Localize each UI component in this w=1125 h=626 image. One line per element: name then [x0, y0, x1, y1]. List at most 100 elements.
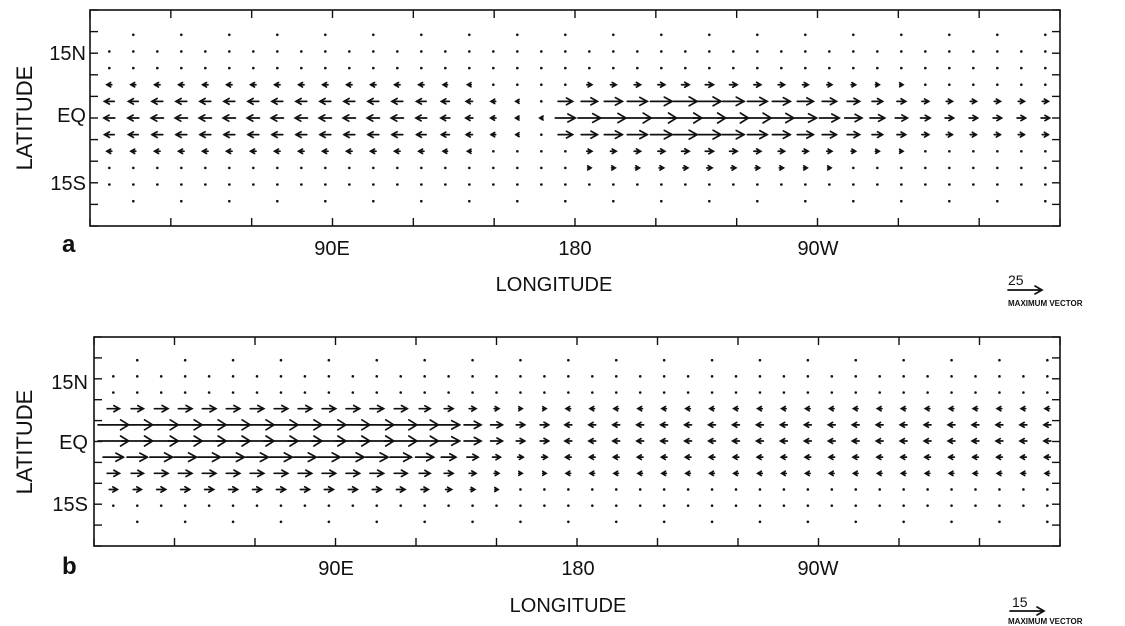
wind-vector: [279, 520, 283, 524]
wind-vector: [204, 66, 207, 70]
wind-vector: [1042, 454, 1052, 461]
wind-vector: [680, 147, 691, 155]
wind-vector: [1046, 520, 1049, 524]
wind-vector: [420, 199, 423, 203]
wind-vector: [708, 199, 711, 203]
wind-vector: [924, 50, 927, 53]
wind-vector: [543, 504, 546, 507]
wind-vector: [488, 114, 497, 122]
wind-vector: [780, 183, 783, 186]
wind-vector: [468, 66, 471, 70]
wind-vector: [869, 113, 887, 123]
wind-vector: [468, 405, 478, 412]
wind-vector: [944, 114, 956, 122]
wind-vector: [372, 66, 375, 70]
wind-vector: [922, 421, 932, 429]
wind-vector: [276, 183, 279, 186]
wind-vector: [375, 504, 379, 507]
wind-vector: [540, 166, 543, 170]
wind-vector: [902, 520, 905, 524]
wind-vector: [410, 419, 440, 431]
wind-vector: [684, 470, 692, 477]
wind-vector: [327, 375, 331, 378]
wind-vector: [519, 375, 522, 378]
wind-vector: [198, 130, 212, 139]
wind-vector: [995, 470, 1003, 477]
wind-vector: [255, 391, 259, 394]
wind-vector: [492, 83, 495, 87]
wind-vector: [803, 454, 812, 461]
wind-vector: [874, 148, 881, 155]
wind-vector: [126, 131, 140, 139]
wind-vector: [372, 166, 375, 170]
wind-vector: [249, 404, 266, 413]
wind-vector: [303, 504, 307, 507]
wind-vector: [324, 183, 327, 186]
wind-vector: [686, 391, 690, 394]
wind-vector: [348, 183, 351, 186]
wind-vector: [746, 129, 770, 140]
wind-vector: [806, 375, 810, 378]
wind-vector: [294, 97, 308, 106]
wind-vector: [567, 391, 570, 394]
wind-vector: [417, 148, 425, 155]
wind-vector: [662, 375, 666, 378]
wind-vector: [112, 391, 115, 394]
wind-vector: [970, 454, 980, 461]
wind-vector: [1022, 504, 1025, 507]
wind-vector: [827, 470, 835, 477]
wind-vector: [580, 130, 600, 140]
wind-vector: [878, 375, 882, 378]
wind-vector: [782, 488, 786, 491]
wind-vector: [348, 166, 351, 170]
wind-vector: [972, 50, 975, 53]
wind-vector: [609, 148, 618, 155]
wind-vector: [612, 470, 620, 477]
wind-vector: [423, 358, 426, 362]
wind-vector: [899, 454, 908, 461]
wind-vector: [924, 83, 927, 87]
panel-b-ytick-15n: 15N: [51, 372, 88, 394]
wind-vector: [902, 358, 905, 362]
wind-vector: [173, 114, 189, 122]
wind-vector: [444, 486, 454, 493]
panel-a-ytick-15s: 15S: [50, 173, 86, 195]
wind-vector: [730, 437, 741, 445]
wind-vector: [468, 183, 471, 186]
wind-vector: [1044, 149, 1047, 153]
wind-vector: [135, 375, 139, 378]
panel-a: LATITUDE 15N EQ 15S 90E 180 90W a LONGIT…: [12, 9, 1083, 308]
wind-vector: [587, 437, 597, 445]
wind-vector: [591, 375, 594, 378]
wind-vector: [567, 375, 570, 378]
wind-vector: [207, 504, 211, 507]
wind-vector: [998, 375, 1001, 378]
wind-vector: [996, 83, 999, 87]
wind-vector: [1046, 391, 1049, 394]
wind-vector: [224, 81, 233, 88]
wind-vector: [399, 391, 403, 394]
wind-vector: [108, 66, 111, 70]
wind-vector: [947, 454, 956, 461]
wind-vector: [340, 451, 366, 463]
wind-vector: [710, 488, 714, 491]
wind-vector: [968, 114, 980, 122]
wind-vector: [662, 391, 666, 394]
wind-vector: [730, 421, 741, 429]
panel-a-vectors: [102, 33, 1052, 203]
panel-a-ytick-15n: 15N: [49, 43, 86, 65]
wind-vector: [320, 148, 329, 155]
wind-vector: [321, 404, 338, 413]
wind-vector: [493, 486, 500, 493]
wind-vector: [732, 50, 735, 53]
wind-vector: [372, 50, 375, 53]
wind-vector: [846, 130, 862, 139]
wind-vector: [614, 504, 618, 507]
wind-vector: [708, 66, 711, 70]
wind-vector: [662, 504, 666, 507]
wind-vector: [489, 437, 505, 445]
wind-vector: [564, 199, 567, 203]
wind-vector: [276, 50, 279, 53]
wind-vector: [176, 148, 185, 155]
wind-vector: [228, 199, 231, 203]
